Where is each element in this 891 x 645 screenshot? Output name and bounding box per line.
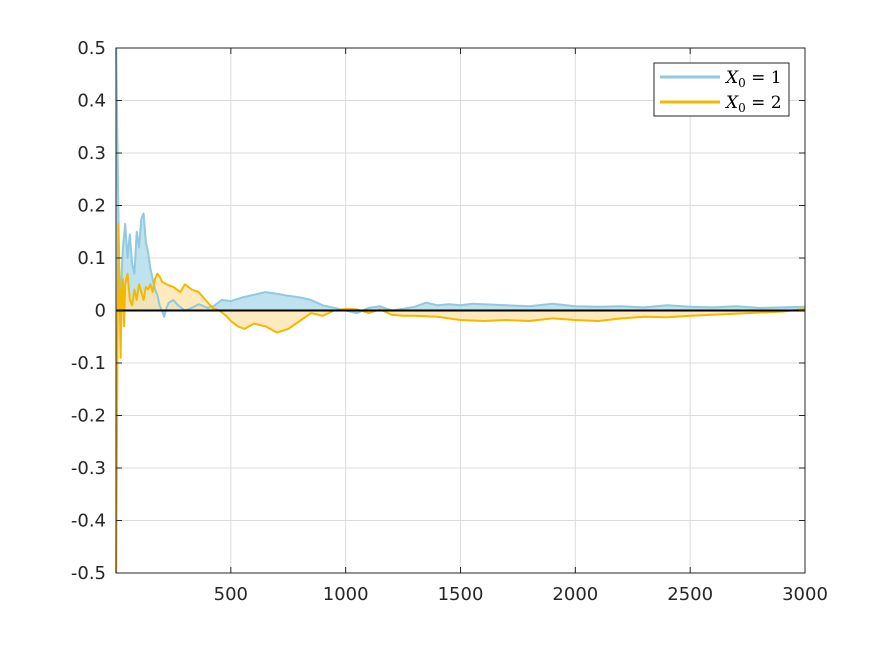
y-tick-label: -0.1 <box>71 353 106 374</box>
y-tick-label: 0 <box>95 301 106 322</box>
legend-sub: 0 <box>738 101 746 115</box>
legend-sub: 0 <box>738 76 746 90</box>
grid-lines <box>116 47 806 574</box>
legend-var: X <box>724 68 739 88</box>
y-tick-label: 0.5 <box>77 38 106 59</box>
legend: X0 = 1X0 = 2 <box>653 62 790 117</box>
x-tick-label: 3000 <box>782 584 828 605</box>
legend-box <box>653 62 790 117</box>
y-tick-labels: -0.5 -0.4 -0.3 -0.2 -0.1 0 0.1 0.2 0.3 0.4 0.5 <box>71 38 106 584</box>
y-tick-label: 0.4 <box>77 91 106 112</box>
y-tick-label: 0.1 <box>77 248 106 269</box>
y-tick-label: 0.2 <box>77 196 106 217</box>
legend-label-2: X0 = 2 <box>724 93 782 115</box>
tick-marks <box>116 47 806 574</box>
y-tick-label: -0.4 <box>71 511 106 532</box>
legend-rhs: = 1 <box>746 68 782 88</box>
x-tick-labels: 500 1000 1500 2000 2500 3000 <box>214 584 828 605</box>
legend-var: X <box>724 93 739 113</box>
x-tick-label: 1000 <box>323 584 369 605</box>
x-tick-label: 2500 <box>667 584 713 605</box>
legend-label-1: X0 = 1 <box>724 68 782 90</box>
y-tick-label: -0.2 <box>71 406 106 427</box>
series-line-1 <box>115 47 806 318</box>
series-lines <box>115 47 806 574</box>
legend-rhs: = 2 <box>746 93 782 113</box>
y-tick-label: -0.3 <box>71 458 106 479</box>
y-tick-label: -0.5 <box>71 563 106 584</box>
x-tick-label: 500 <box>214 584 248 605</box>
x-tick-label: 2000 <box>552 584 598 605</box>
y-tick-label: 0.3 <box>77 143 106 164</box>
series-line-2 <box>115 222 806 574</box>
x-tick-label: 1500 <box>438 584 484 605</box>
